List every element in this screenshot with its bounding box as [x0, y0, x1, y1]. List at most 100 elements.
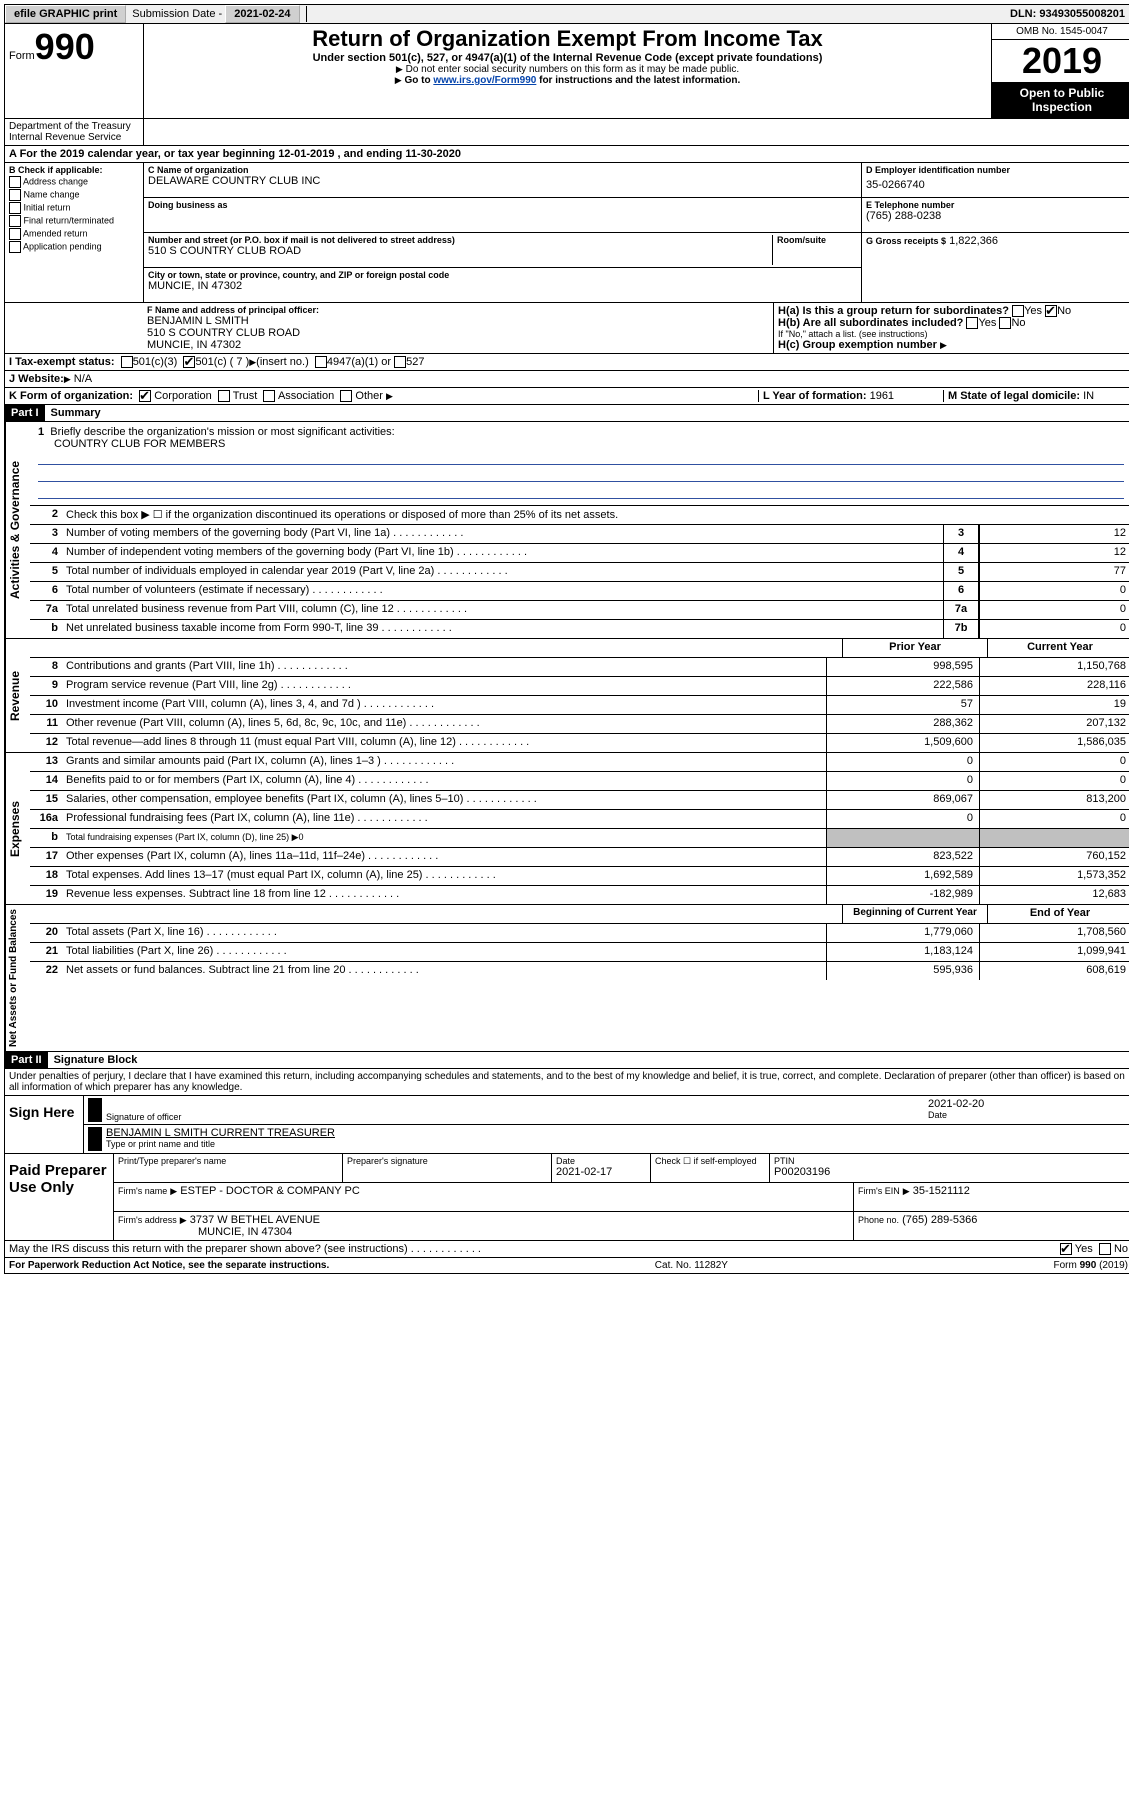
footer-right: Form 990 (2019): [1054, 1260, 1128, 1271]
state: IN: [1083, 390, 1094, 402]
table-row: 19Revenue less expenses. Subtract line 1…: [30, 886, 1129, 904]
open-public: Open to Public Inspection: [992, 82, 1129, 118]
part1-header: Part I Summary: [4, 405, 1129, 422]
table-row: 4Number of independent voting members of…: [30, 544, 1129, 563]
city: MUNCIE, IN 47302: [148, 280, 857, 292]
sign-date: 2021-02-20: [928, 1098, 1128, 1110]
hb-yes[interactable]: [966, 317, 978, 329]
check-name[interactable]: Name change: [9, 189, 139, 201]
prep-date-label: Date: [556, 1156, 646, 1166]
sign-label: Sign Here: [5, 1096, 84, 1153]
tax-year: 2019: [992, 40, 1129, 82]
check-final[interactable]: Final return/terminated: [9, 215, 139, 227]
m-label: M State of legal domicile:: [948, 390, 1080, 402]
prep-date: 2021-02-17: [556, 1166, 646, 1178]
arrow-icon: [903, 1185, 910, 1197]
rev-section: Revenue Prior Year Current Year 8Contrib…: [4, 639, 1129, 753]
current-header: Current Year: [987, 639, 1129, 657]
table-row: 11Other revenue (Part VIII, column (A), …: [30, 715, 1129, 734]
ptin-label: PTIN: [774, 1156, 1128, 1166]
sig-arrow-icon: [88, 1098, 102, 1122]
preparer-block: Paid Preparer Use Only Print/Type prepar…: [4, 1154, 1129, 1241]
footer-left: For Paperwork Reduction Act Notice, see …: [9, 1260, 329, 1271]
prep-phone-label: Phone no.: [858, 1215, 899, 1225]
year-cell: OMB No. 1545-0047 2019 Open to Public In…: [991, 24, 1129, 118]
officer-name: BENJAMIN L SMITH: [147, 315, 769, 327]
k-label: K Form of organization:: [9, 390, 133, 402]
signer-name: BENJAMIN L SMITH CURRENT TREASURER: [106, 1127, 1128, 1139]
prep-sig-label: Preparer's signature: [347, 1156, 547, 1166]
k-other[interactable]: [340, 390, 352, 402]
gov-section: Activities & Governance 1 Briefly descri…: [4, 422, 1129, 639]
i-4947[interactable]: [315, 356, 327, 368]
footer-mid: Cat. No. 11282Y: [655, 1260, 728, 1271]
check-amended[interactable]: Amended return: [9, 228, 139, 240]
exp-section: Expenses 13Grants and similar amounts pa…: [4, 753, 1129, 905]
room-label: Room/suite: [777, 235, 857, 245]
table-row: 10Investment income (Part VIII, column (…: [30, 696, 1129, 715]
table-row: bTotal fundraising expenses (Part IX, co…: [30, 829, 1129, 848]
k-corp[interactable]: [139, 390, 151, 402]
table-row: 12Total revenue—add lines 8 through 11 (…: [30, 734, 1129, 752]
ein-label: D Employer identification number: [866, 165, 1128, 175]
omb: OMB No. 1545-0047: [992, 24, 1129, 40]
rev-vlabel: Revenue: [5, 639, 30, 752]
note1: Do not enter social security numbers on …: [406, 64, 739, 75]
firm-name: ESTEP - DOCTOR & COMPANY PC: [180, 1185, 360, 1197]
dln-cell: DLN: 93493055008201: [1004, 6, 1129, 22]
discuss-no[interactable]: [1099, 1243, 1111, 1255]
date-label: Date: [928, 1110, 1128, 1120]
hc-label: H(c) Group exemption number: [778, 339, 937, 351]
k-trust[interactable]: [218, 390, 230, 402]
ha-label: H(a) Is this a group return for subordin…: [778, 305, 1009, 317]
firm-ein-label: Firm's EIN: [858, 1186, 900, 1196]
q1: Briefly describe the organization's miss…: [50, 426, 394, 438]
dept-row: Department of the Treasury Internal Reve…: [4, 119, 1129, 146]
firm-addr-label: Firm's address: [118, 1215, 177, 1225]
ha-yes[interactable]: [1012, 305, 1024, 317]
dept: Department of the Treasury Internal Reve…: [5, 119, 144, 145]
discuss-text: May the IRS discuss this return with the…: [9, 1243, 481, 1255]
street: 510 S COUNTRY CLUB ROAD: [148, 245, 772, 257]
table-row: 15Salaries, other compensation, employee…: [30, 791, 1129, 810]
section-j: J Website: N/A: [4, 371, 1129, 388]
prior-header: Prior Year: [842, 639, 987, 657]
part2-badge: Part II: [5, 1052, 48, 1068]
arrow-icon: [396, 64, 403, 75]
check-pending[interactable]: Application pending: [9, 241, 139, 253]
gov-vlabel: Activities & Governance: [5, 422, 30, 638]
firm-addr2: MUNCIE, IN 47304: [118, 1226, 292, 1238]
check-initial[interactable]: Initial return: [9, 202, 139, 214]
i-501c3[interactable]: [121, 356, 133, 368]
type-label: Type or print name and title: [106, 1139, 1128, 1149]
prep-phone: (765) 289-5366: [902, 1214, 977, 1226]
discuss-yes[interactable]: [1060, 1243, 1072, 1255]
table-row: 5Total number of individuals employed in…: [30, 563, 1129, 582]
phone: (765) 288-0238: [866, 210, 1128, 222]
mission: COUNTRY CLUB FOR MEMBERS: [38, 438, 1124, 450]
ha-no[interactable]: [1045, 305, 1057, 317]
dln-value: 93493055008201: [1039, 8, 1125, 20]
sign-block: Sign Here Signature of officer 2021-02-2…: [4, 1096, 1129, 1154]
col-c: C Name of organization DELAWARE COUNTRY …: [144, 163, 861, 302]
i-501c[interactable]: [183, 356, 195, 368]
hb-no[interactable]: [999, 317, 1011, 329]
check-address[interactable]: Address change: [9, 176, 139, 188]
section-i: I Tax-exempt status: 501(c)(3) 501(c) ( …: [4, 354, 1129, 371]
part1-title: Summary: [45, 405, 107, 421]
k-assoc[interactable]: [263, 390, 275, 402]
hb-label: H(b) Are all subordinates included?: [778, 317, 963, 329]
table-row: 21Total liabilities (Part X, line 26)1,1…: [30, 943, 1129, 962]
col-d: D Employer identification number 35-0266…: [861, 163, 1129, 302]
year-formation: 1961: [870, 390, 894, 402]
irs-link[interactable]: www.irs.gov/Form990: [433, 75, 536, 86]
officer-addr2: MUNCIE, IN 47302: [147, 339, 769, 351]
efile-label[interactable]: efile GRAPHIC print: [5, 5, 126, 23]
i-527[interactable]: [394, 356, 406, 368]
submission-label: Submission Date: [132, 8, 215, 20]
arrow-icon: [940, 339, 947, 351]
website: N/A: [74, 373, 92, 385]
table-row: 22Net assets or fund balances. Subtract …: [30, 962, 1129, 980]
part2-header: Part II Signature Block: [4, 1052, 1129, 1069]
section-f: F Name and address of principal officer:…: [143, 303, 774, 353]
